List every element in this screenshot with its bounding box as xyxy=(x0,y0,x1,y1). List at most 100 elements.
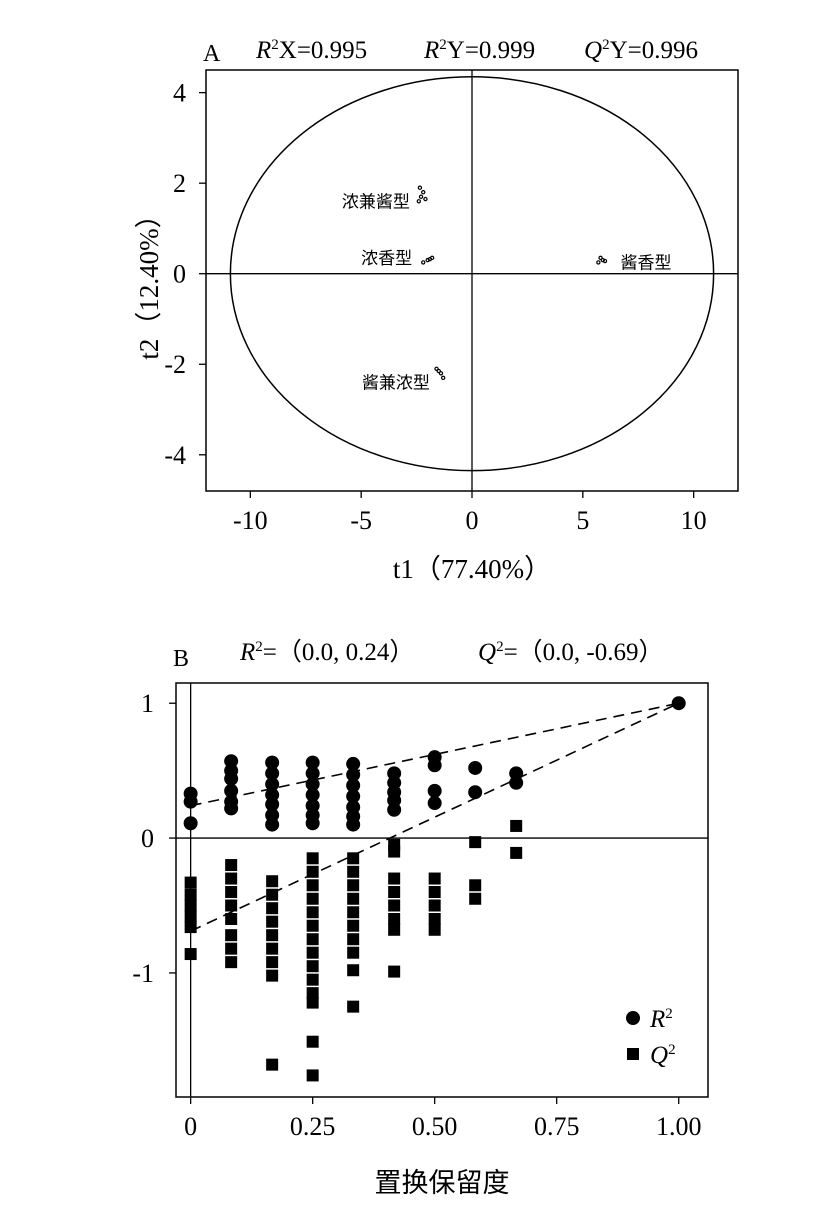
x-axis-label: t1（77.40%） xyxy=(393,554,551,584)
y-tick-label: 0 xyxy=(141,824,154,853)
r2-point xyxy=(427,758,442,773)
r2-point xyxy=(265,817,280,832)
x-tick-label: 0.25 xyxy=(290,1112,336,1141)
q2-point xyxy=(388,872,401,885)
r2-point xyxy=(346,817,361,832)
y-tick-label: -1 xyxy=(132,959,154,988)
q2-point xyxy=(306,933,319,946)
r2-point xyxy=(265,797,280,812)
r2-point xyxy=(427,796,442,811)
sample-point xyxy=(427,257,433,262)
q2-point xyxy=(225,859,238,872)
q2-point xyxy=(266,875,279,888)
q2-point xyxy=(225,886,238,899)
r2-point xyxy=(427,783,442,798)
q2-point xyxy=(428,899,441,912)
r2-point xyxy=(265,766,280,781)
r2-point xyxy=(305,777,320,792)
group-label: 酱香型 xyxy=(621,253,672,273)
q2-point xyxy=(347,906,360,919)
r2-point xyxy=(305,787,320,802)
y-axis-label: t2（12.40%） xyxy=(134,201,164,359)
sample-point xyxy=(417,185,423,190)
r2-point xyxy=(183,816,198,831)
r2-point xyxy=(509,775,524,790)
sample-point xyxy=(438,371,444,376)
q2-point xyxy=(266,902,279,915)
group-label: 浓香型 xyxy=(361,249,412,269)
q2-point xyxy=(347,892,360,905)
q2-point xyxy=(388,845,401,858)
q2-point xyxy=(184,888,197,901)
stat-annotation: R2=（0.0, 0.24） xyxy=(239,638,414,666)
q2-point xyxy=(266,942,279,955)
q2-point xyxy=(347,919,360,932)
confidence-ellipse xyxy=(229,76,715,472)
sample-point xyxy=(421,260,426,265)
q2-point xyxy=(428,912,441,925)
sample-point xyxy=(418,194,424,199)
q2-point xyxy=(388,912,401,925)
sample-point xyxy=(434,366,439,371)
q2-point xyxy=(388,899,401,912)
r2-point xyxy=(224,771,239,786)
y-tick-label: 0 xyxy=(173,260,186,289)
panel-a: -10 -5 0 5 10 4 2 0 -2 -4 t1（77.40%） t2（12.40%） A R2X… xyxy=(134,37,739,584)
x-tick-label: 1.00 xyxy=(656,1112,702,1141)
q2-point xyxy=(306,973,319,986)
q2-point xyxy=(469,836,482,849)
r2-point xyxy=(305,816,320,831)
q2-point xyxy=(306,852,319,865)
x-tick-label: -10 xyxy=(233,506,268,535)
legend-label: Q2 xyxy=(650,1042,676,1069)
q2-point xyxy=(469,879,482,892)
x-tick-label: -5 xyxy=(350,506,372,535)
x-tick-label: 5 xyxy=(576,506,589,535)
y-tick-label: -2 xyxy=(164,350,186,379)
q2-point xyxy=(428,872,441,885)
q2-point xyxy=(510,846,523,859)
r2-point xyxy=(346,789,361,804)
q2-point xyxy=(225,942,238,955)
panel-b: 0 0.25 0.50 0.75 1.00 1 0 -1 置换保留度 B R2=（0.0, 0.24… xyxy=(132,638,709,1198)
r2-point xyxy=(265,755,280,770)
stat-annotation: R2Y=0.999 xyxy=(423,37,535,64)
q2-point xyxy=(306,892,319,905)
trend-line xyxy=(190,702,679,807)
q2-point xyxy=(306,1069,319,1082)
stat-annotation: Q2=（0.0, -0.69） xyxy=(478,638,664,666)
q2-point xyxy=(306,946,319,959)
stat-annotation: Q2Y=0.996 xyxy=(584,37,698,64)
q2-point xyxy=(225,899,238,912)
sample-point xyxy=(421,190,426,195)
q2-point xyxy=(306,987,319,1000)
q2-point xyxy=(225,872,238,885)
q2-point xyxy=(306,879,319,892)
r2-point xyxy=(346,767,361,782)
q2-point xyxy=(184,948,197,961)
q2-point xyxy=(266,1058,279,1071)
r2-point xyxy=(468,760,483,775)
y-tick-label: 1 xyxy=(141,689,154,718)
sample-point xyxy=(596,260,601,265)
r2-point xyxy=(346,778,361,793)
q2-point xyxy=(306,865,319,878)
q2-point xyxy=(266,915,279,928)
x-tick-label: 0 xyxy=(184,1112,197,1141)
q2-point xyxy=(347,852,360,865)
q2-point xyxy=(469,892,482,905)
q2-point xyxy=(225,956,238,969)
x-tick-label: 0.50 xyxy=(412,1112,458,1141)
y-tick-label: 2 xyxy=(173,169,186,198)
q2-point xyxy=(266,929,279,942)
r2-point xyxy=(224,783,239,798)
sample-point xyxy=(436,368,441,374)
sample-point xyxy=(416,199,421,204)
r2-point xyxy=(346,756,361,771)
q2-point xyxy=(347,964,360,977)
q2-point xyxy=(266,888,279,901)
q2-point xyxy=(306,1035,319,1048)
x-tick-label: 10 xyxy=(681,506,707,535)
